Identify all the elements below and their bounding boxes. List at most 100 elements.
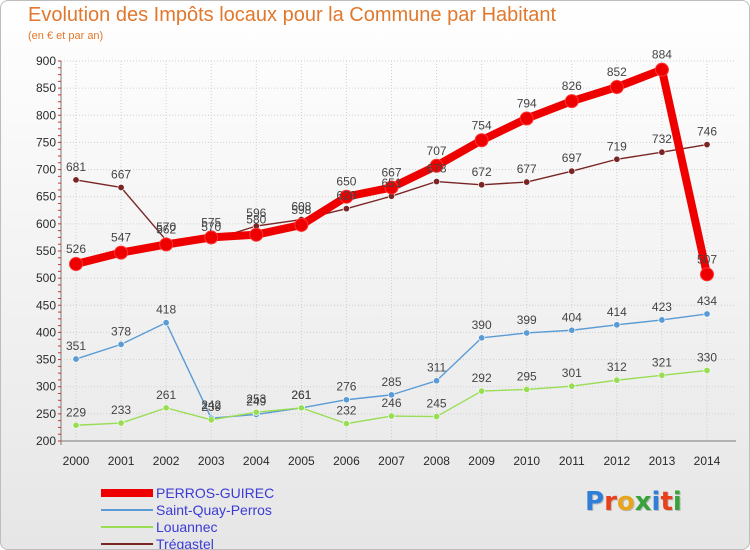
data-label: 575 (201, 215, 221, 229)
data-point (384, 180, 399, 195)
y-tick-label: 900 (36, 54, 56, 68)
data-label: 608 (291, 200, 311, 214)
legend: PERROS-GUIREC Saint-Quay-Perros Louannec… (101, 485, 401, 549)
data-point (703, 366, 711, 374)
data-point (658, 371, 666, 379)
data-point (568, 382, 576, 390)
legend-label: PERROS-GUIREC (156, 485, 275, 501)
data-label: 414 (607, 305, 627, 319)
y-tick-label: 500 (36, 271, 56, 285)
logo-letter: i (672, 487, 682, 517)
data-label: 697 (562, 151, 582, 165)
data-label: 580 (246, 213, 266, 227)
y-tick-label: 400 (36, 325, 56, 339)
data-label: 884 (652, 48, 672, 62)
data-label: 826 (562, 79, 582, 93)
logo-letter: P (585, 487, 605, 517)
data-label: 507 (697, 252, 717, 266)
data-point (114, 245, 129, 260)
data-point (387, 412, 395, 420)
y-tick-label: 450 (36, 298, 56, 312)
data-point (294, 217, 309, 232)
x-tick-label: 2010 (513, 454, 540, 468)
data-point (433, 178, 441, 186)
data-label: 261 (291, 388, 311, 402)
data-label: 232 (336, 404, 356, 418)
legend-swatch (101, 489, 153, 497)
x-tick-label: 2003 (198, 454, 225, 468)
y-tick-label: 700 (36, 163, 56, 177)
data-label: 239 (201, 400, 221, 414)
x-tick-label: 2001 (108, 454, 135, 468)
data-point (613, 321, 621, 329)
x-tick-label: 2009 (468, 454, 495, 468)
data-label: 418 (156, 303, 176, 317)
data-label: 423 (652, 300, 672, 314)
y-tick-label: 350 (36, 353, 56, 367)
data-label: 650 (336, 175, 356, 189)
legend-label: Saint-Quay-Perros (156, 502, 272, 518)
data-point (658, 148, 666, 156)
x-tick-label: 2013 (649, 454, 676, 468)
x-tick-label: 2002 (153, 454, 180, 468)
data-label: 672 (472, 165, 492, 179)
data-point (117, 183, 125, 191)
data-point (297, 404, 305, 412)
data-label: 390 (472, 318, 492, 332)
data-point (564, 94, 579, 109)
proxiti-logo: Proxiti (585, 487, 682, 517)
y-tick-label: 250 (36, 407, 56, 421)
data-point (207, 416, 215, 424)
data-point (613, 155, 621, 163)
data-label: 754 (472, 118, 492, 132)
data-label: 678 (427, 162, 447, 176)
data-label: 719 (607, 139, 627, 153)
legend-item-perros-guirec: PERROS-GUIREC (101, 485, 401, 502)
data-point (478, 334, 486, 342)
x-tick-label: 2007 (378, 454, 405, 468)
data-label: 746 (697, 125, 717, 139)
data-label: 301 (562, 366, 582, 380)
data-label: 598 (291, 203, 311, 217)
data-point (249, 227, 264, 242)
data-point (568, 326, 576, 334)
y-tick-label: 600 (36, 217, 56, 231)
logo-letter: t (660, 487, 673, 517)
x-tick-label: 2011 (559, 454, 585, 468)
data-label: 246 (381, 396, 401, 410)
data-label: 233 (111, 403, 131, 417)
data-label: 312 (607, 360, 627, 374)
data-point (429, 158, 444, 173)
data-label: 330 (697, 350, 717, 364)
data-label: 667 (111, 167, 131, 181)
data-label: 628 (336, 189, 356, 203)
data-point (703, 141, 711, 149)
data-point (478, 181, 486, 189)
data-point (342, 420, 350, 428)
legend-swatch (101, 509, 153, 511)
data-label: 596 (246, 206, 266, 220)
x-tick-label: 2004 (243, 454, 270, 468)
data-point (654, 62, 669, 77)
data-label: 651 (381, 176, 401, 190)
data-point (523, 178, 531, 186)
data-label: 229 (66, 405, 86, 419)
data-point (72, 355, 80, 363)
x-tick-label: 2005 (288, 454, 315, 468)
data-point (159, 237, 174, 252)
legend-swatch (101, 526, 153, 528)
data-point (568, 167, 576, 175)
data-point (339, 189, 354, 204)
data-label: 276 (336, 380, 356, 394)
data-label: 570 (201, 220, 221, 234)
data-point (72, 176, 80, 184)
logo-letter: r (604, 487, 617, 517)
data-point (519, 111, 534, 126)
data-point (69, 257, 83, 272)
data-label: 245 (427, 397, 447, 411)
x-tick-label: 2014 (694, 454, 721, 468)
data-point (523, 329, 531, 337)
data-point (478, 387, 486, 395)
data-label: 562 (156, 222, 176, 236)
logo-letter: i (651, 487, 661, 517)
